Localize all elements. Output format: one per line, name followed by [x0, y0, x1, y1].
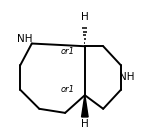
Text: or1: or1 [60, 85, 74, 94]
Text: NH: NH [119, 72, 135, 82]
Text: NH: NH [17, 34, 32, 44]
Text: or1: or1 [60, 47, 74, 55]
Polygon shape [82, 95, 88, 117]
Text: H: H [81, 119, 89, 129]
Text: H: H [81, 12, 89, 22]
